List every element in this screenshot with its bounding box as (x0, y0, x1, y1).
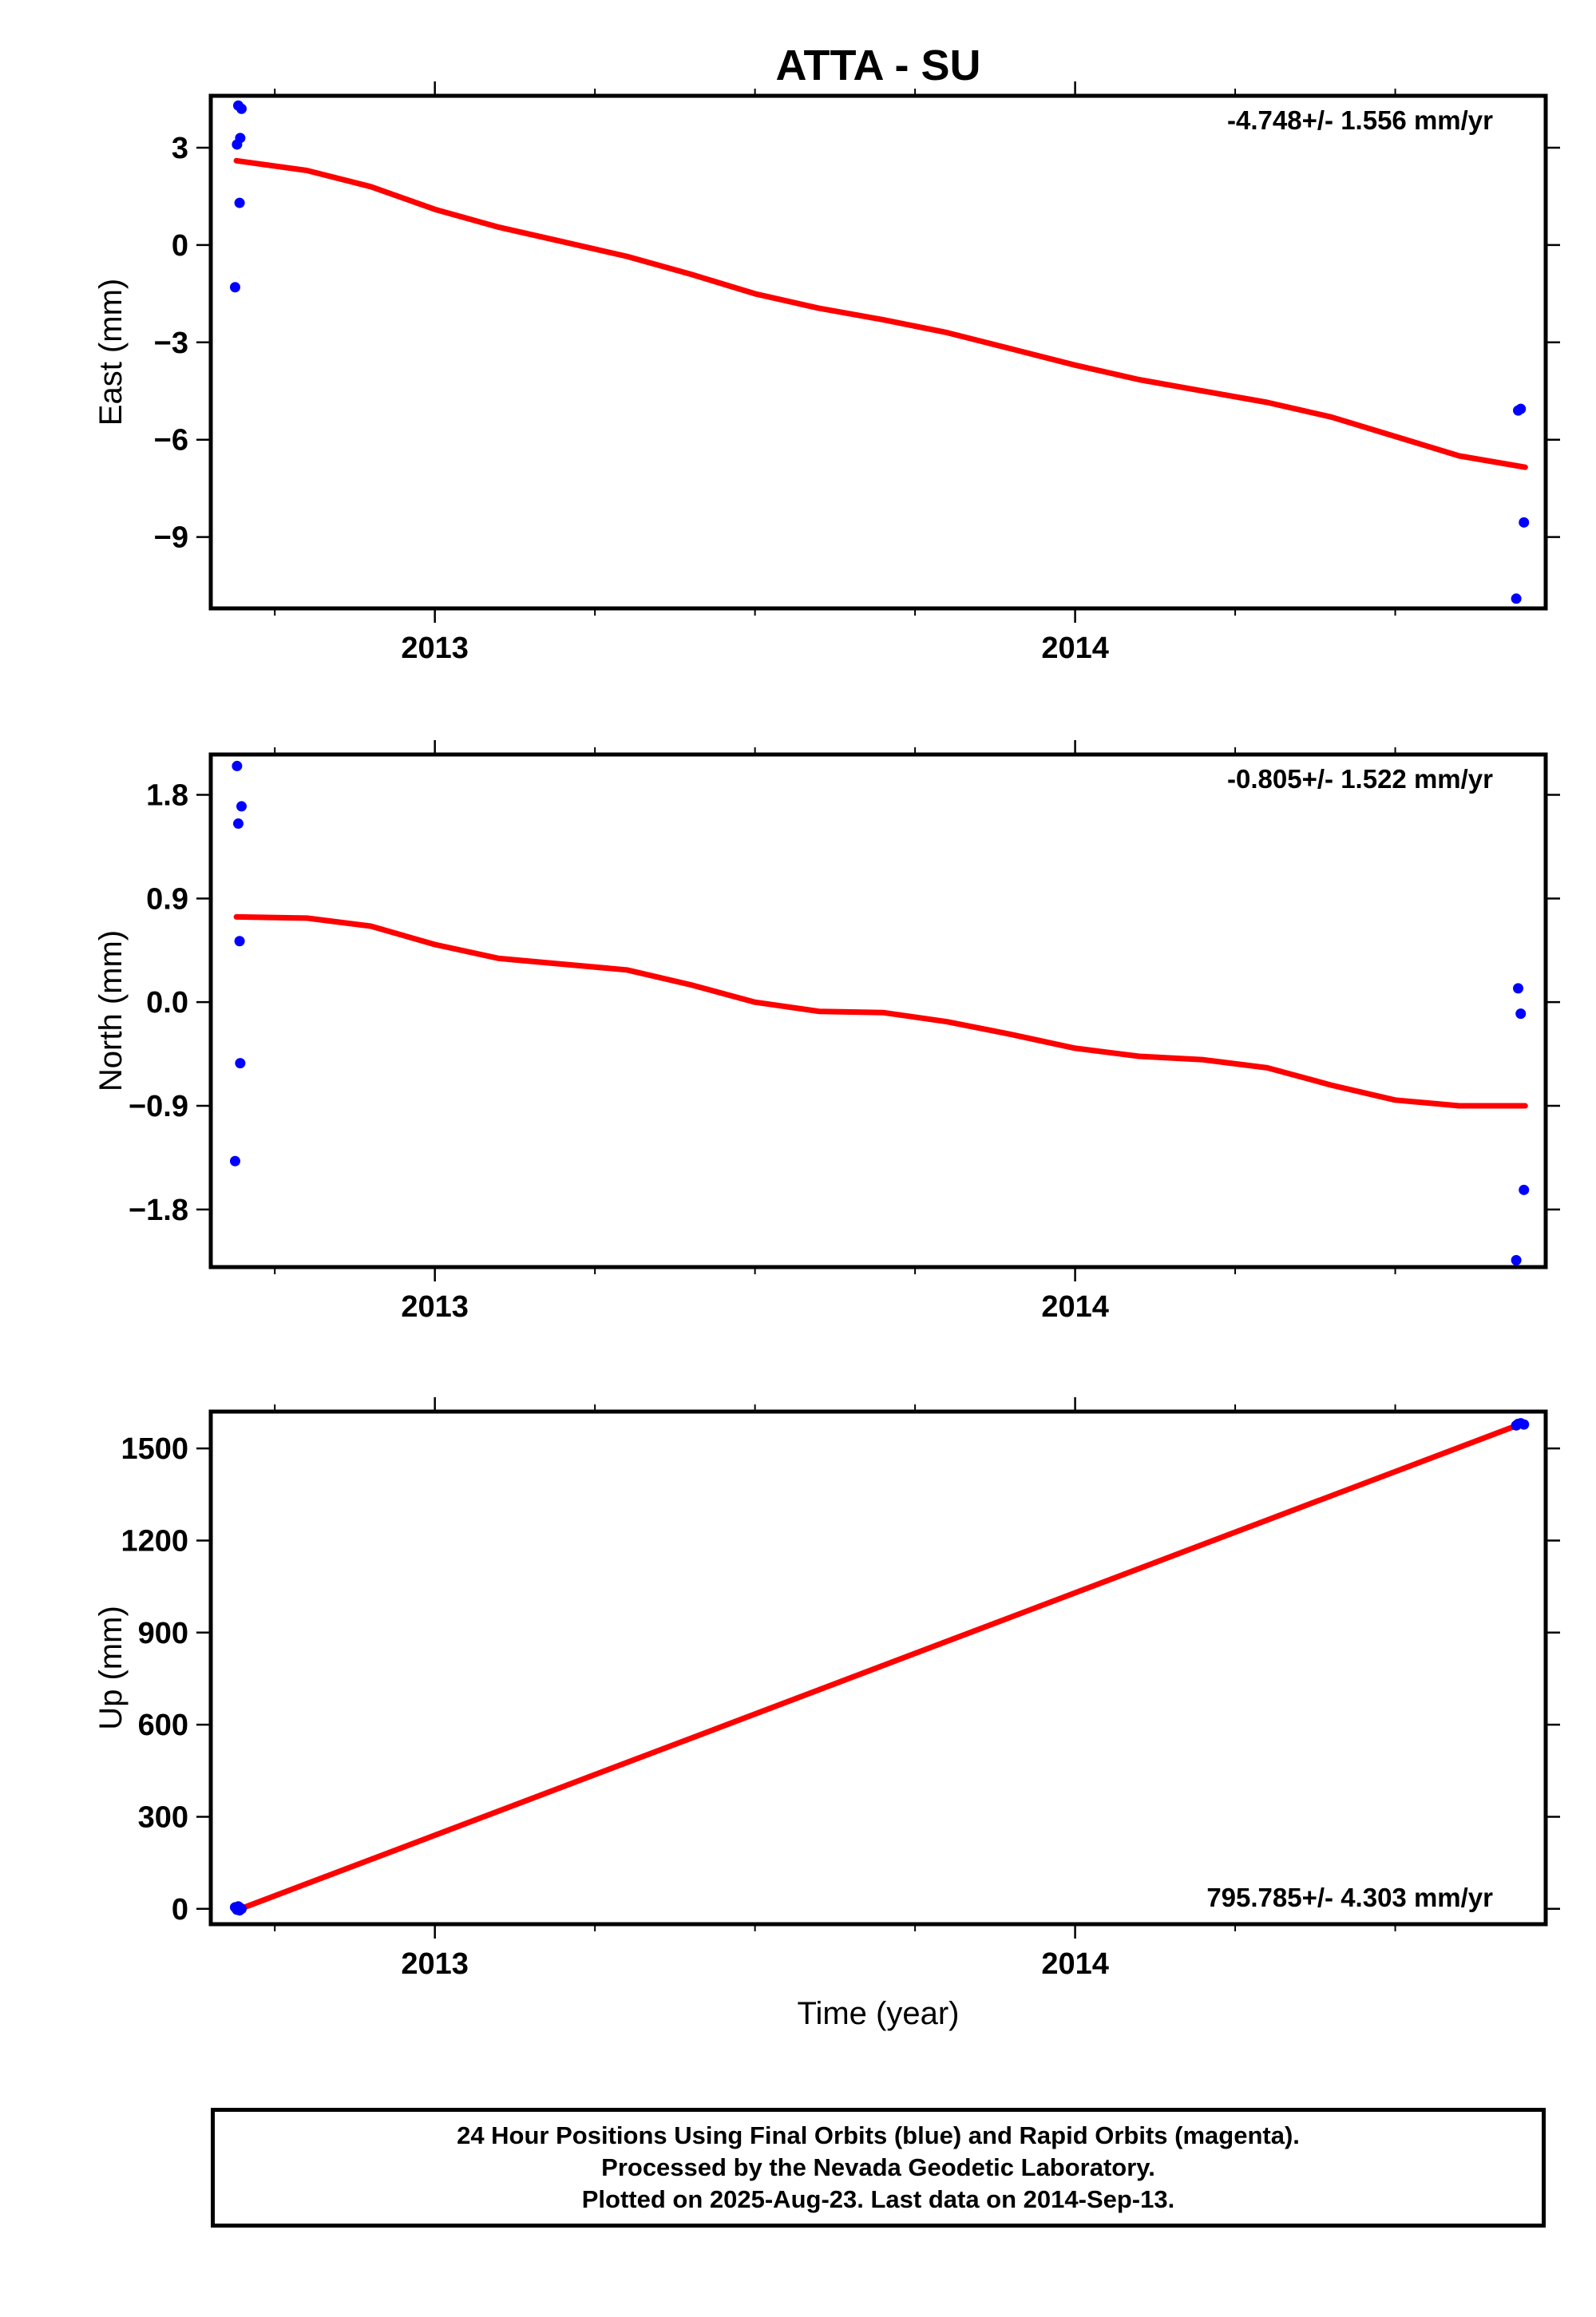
east-y-tick-label: 0 (172, 229, 188, 263)
east-y-axis-label: East (mm) (93, 279, 129, 426)
north-y-tick-label: −0.9 (129, 1090, 188, 1123)
north-data-point (1513, 983, 1524, 994)
east-plot-frame (208, 93, 1548, 611)
panels-group: 2013 2014 3 0 −3 −6 −9 East (mm) -4.748+/- 1.556… (93, 81, 1560, 2031)
east-x-tick-label: 2014 (1041, 632, 1109, 665)
north-model-line (233, 913, 1528, 1109)
east-y-tick-label: 3 (172, 132, 188, 165)
footer-line-2: Processed by the Nevada Geodetic Laborat… (601, 2153, 1155, 2181)
north-y-tick-label: 0.0 (146, 986, 188, 1020)
east-data-point (234, 197, 245, 208)
east-data-point (1511, 593, 1522, 604)
up-y-axis-label: Up (mm) (93, 1606, 129, 1730)
north-y-tick-label: −1.8 (129, 1194, 188, 1227)
north-x-tick-label: 2013 (401, 1290, 469, 1324)
east-y-tick-label: −9 (154, 521, 188, 555)
up-data-point (236, 1903, 247, 1915)
north-y-tick-label: 1.8 (146, 778, 188, 812)
north-rate-label: -0.805+/- 1.522 mm/yr (1227, 764, 1493, 794)
north-y-tick-label: 0.9 (146, 882, 188, 916)
east-data-point (236, 103, 247, 114)
east-y-tick-label: −6 (154, 424, 188, 457)
north-data-point (234, 936, 245, 947)
north-data-point (1519, 1184, 1530, 1195)
north-panel: 2013 2014 1.8 0.9 0.0 −0.9 −1.8 North (mm) -0.80… (93, 740, 1560, 1324)
north-y-axis-label: North (mm) (93, 930, 129, 1091)
up-y-tick-label: 600 (138, 1709, 188, 1742)
east-data-point (1519, 517, 1530, 528)
up-y-tick-label: 0 (172, 1893, 188, 1927)
footer-line-1: 24 Hour Positions Using Final Orbits (bl… (457, 2121, 1300, 2149)
up-x-axis-label: Time (year) (798, 1996, 960, 2031)
east-x-tick-label: 2013 (401, 632, 469, 665)
footer-caption-box: 24 Hour Positions Using Final Orbits (bl… (211, 2108, 1546, 2228)
east-data-point (1515, 403, 1527, 414)
east-y-tick-label: −3 (154, 327, 188, 360)
east-data-point (235, 133, 246, 144)
up-panel: 2013 2014 0 300 600 900 1200 1500 Up (mm) Time (y… (93, 1397, 1560, 2031)
north-data-point (1511, 1254, 1522, 1265)
north-data-point (232, 760, 243, 771)
up-y-tick-label: 900 (138, 1617, 188, 1650)
north-data-point (236, 801, 247, 812)
up-data-point (1519, 1419, 1530, 1430)
up-y-tick-label: 1200 (121, 1524, 188, 1558)
up-x-tick-label: 2013 (401, 1947, 469, 1981)
up-y-tick-label: 1500 (121, 1432, 188, 1466)
north-data-point (232, 818, 244, 830)
east-model-line (233, 157, 1528, 470)
north-x-tick-label: 2014 (1041, 1290, 1109, 1324)
north-data-point (1515, 1008, 1527, 1020)
chart-title: ATTA - SU (776, 42, 981, 89)
up-rate-label: 795.785+/- 4.303 mm/yr (1206, 1883, 1493, 1912)
east-data-point (229, 282, 240, 293)
north-data-point (235, 1058, 246, 1069)
north-data-point (229, 1155, 240, 1166)
up-y-tick-label: 300 (138, 1800, 188, 1834)
east-rate-label: -4.748+/- 1.556 mm/yr (1227, 105, 1493, 135)
up-x-tick-label: 2014 (1041, 1947, 1109, 1981)
east-panel: 2013 2014 3 0 −3 −6 −9 East (mm) -4.748+/- 1.556… (93, 81, 1560, 665)
up-model-line (233, 1420, 1528, 1914)
footer-line-3: Plotted on 2025-Aug-23. Last data on 201… (581, 2185, 1175, 2213)
